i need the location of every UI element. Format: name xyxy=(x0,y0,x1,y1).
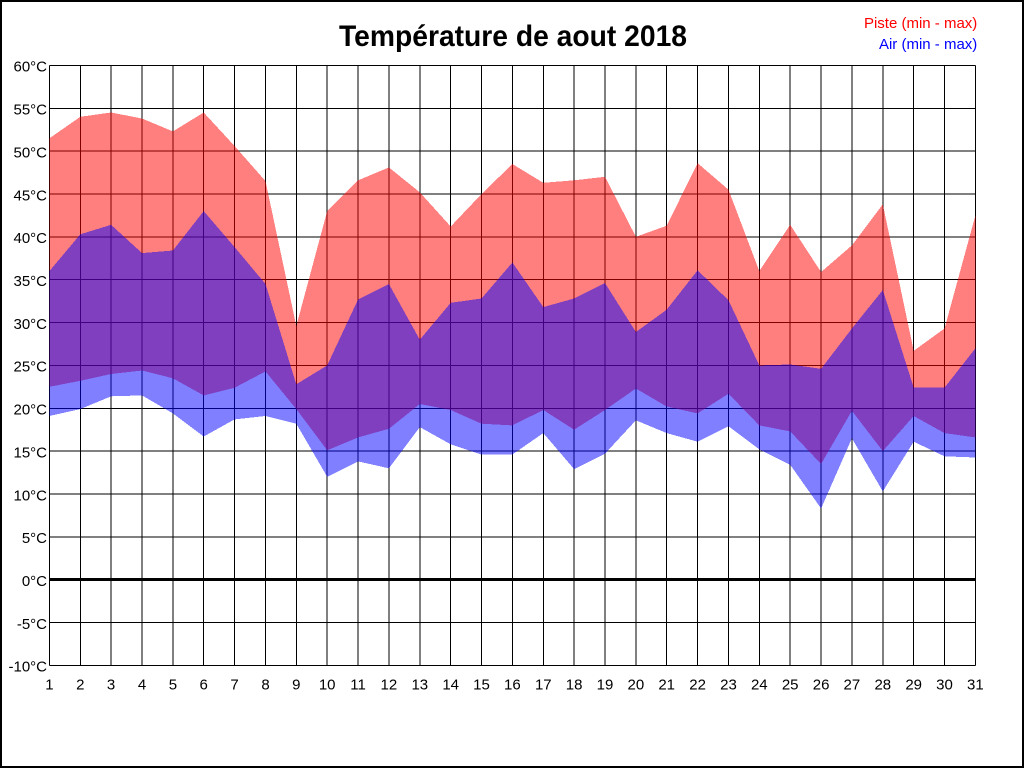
svg-text:24: 24 xyxy=(751,676,768,693)
svg-text:22: 22 xyxy=(689,676,706,693)
svg-text:40°C: 40°C xyxy=(13,230,47,247)
svg-text:31: 31 xyxy=(967,676,984,693)
svg-text:13: 13 xyxy=(411,676,428,693)
svg-text:0°C: 0°C xyxy=(22,573,47,590)
svg-text:15°C: 15°C xyxy=(13,444,47,461)
svg-text:12: 12 xyxy=(381,676,398,693)
svg-text:30: 30 xyxy=(936,676,953,693)
svg-text:6: 6 xyxy=(200,676,208,693)
svg-text:10: 10 xyxy=(319,676,336,693)
svg-text:45°C: 45°C xyxy=(13,187,47,204)
svg-text:17: 17 xyxy=(535,676,552,693)
svg-text:8: 8 xyxy=(261,676,269,693)
svg-text:25: 25 xyxy=(782,676,799,693)
svg-text:3: 3 xyxy=(107,676,115,693)
svg-text:27: 27 xyxy=(844,676,861,693)
svg-text:19: 19 xyxy=(597,676,614,693)
svg-text:1: 1 xyxy=(45,676,53,693)
svg-text:9: 9 xyxy=(292,676,300,693)
svg-text:5°C: 5°C xyxy=(22,530,47,547)
svg-text:7: 7 xyxy=(230,676,238,693)
svg-text:5: 5 xyxy=(169,676,177,693)
svg-text:-5°C: -5°C xyxy=(17,616,47,633)
svg-text:Air (min - max): Air (min - max) xyxy=(879,36,977,53)
svg-text:50°C: 50°C xyxy=(13,144,47,161)
svg-text:28: 28 xyxy=(874,676,891,693)
svg-text:16: 16 xyxy=(504,676,521,693)
svg-text:2: 2 xyxy=(76,676,84,693)
svg-text:-10°C: -10°C xyxy=(8,659,47,676)
svg-text:25°C: 25°C xyxy=(13,359,47,376)
svg-text:29: 29 xyxy=(905,676,922,693)
svg-text:23: 23 xyxy=(720,676,737,693)
svg-text:20°C: 20°C xyxy=(13,402,47,419)
svg-text:20: 20 xyxy=(628,676,645,693)
svg-text:14: 14 xyxy=(442,676,459,693)
svg-text:4: 4 xyxy=(138,676,146,693)
svg-text:10°C: 10°C xyxy=(13,487,47,504)
svg-text:11: 11 xyxy=(350,676,366,693)
svg-text:26: 26 xyxy=(813,676,830,693)
svg-text:35°C: 35°C xyxy=(13,273,47,290)
svg-text:60°C: 60°C xyxy=(13,59,47,76)
svg-text:21: 21 xyxy=(658,676,675,693)
svg-text:Température de aout 2018: Température de aout 2018 xyxy=(339,20,687,53)
svg-text:55°C: 55°C xyxy=(13,102,47,119)
svg-text:18: 18 xyxy=(566,676,583,693)
svg-text:15: 15 xyxy=(473,676,490,693)
svg-text:Piste (min - max): Piste (min - max) xyxy=(864,15,977,32)
svg-text:30°C: 30°C xyxy=(13,316,47,333)
